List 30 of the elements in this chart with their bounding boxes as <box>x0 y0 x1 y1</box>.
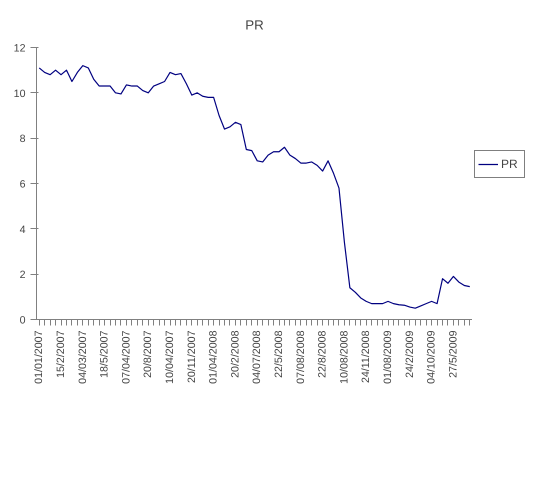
x-tick-label: 07/04/2007 <box>120 330 132 384</box>
y-tick-label: 2 <box>20 269 26 282</box>
chart-title: PR <box>245 18 264 32</box>
x-tick-label: 20/8/2007 <box>142 330 154 378</box>
legend-label: PR <box>501 157 519 171</box>
x-tick-label: 10/08/2008 <box>338 330 350 384</box>
y-tick-label: 8 <box>20 133 26 146</box>
x-tick-label: 24/2/2009 <box>404 330 416 378</box>
x-tick-label: 18/5/2007 <box>98 330 111 378</box>
line-series <box>38 65 470 309</box>
x-tick-label: 01/08/2009 <box>382 330 394 384</box>
y-tick-label: 10 <box>14 88 26 100</box>
x-tick-label: 15/2/2007 <box>55 330 68 378</box>
y-tick-label: 12 <box>14 42 26 54</box>
x-tick-label: 20/11/2007 <box>186 330 198 384</box>
x-tick-label: 22/5/2008 <box>273 330 286 378</box>
x-tick-label: 01/04/2008 <box>208 330 220 384</box>
x-tick-label: 04/03/2007 <box>76 330 89 384</box>
y-tick-label: 6 <box>20 178 26 190</box>
x-tick-label: 24/11/2008 <box>360 330 372 384</box>
x-tick-label: 04/10/2009 <box>426 330 438 384</box>
x-tick-label: 10/04/2007 <box>164 330 176 384</box>
x-tick-label: 07/08/2008 <box>294 330 307 384</box>
x-tick-label: 04/07/2008 <box>251 330 264 384</box>
y-tick-label: 0 <box>20 314 26 326</box>
y-tick-label: 4 <box>20 224 26 236</box>
x-tick-label: 27/5/2009 <box>447 330 460 378</box>
x-tick-label: 01/01/2007 <box>33 330 46 384</box>
x-tick-label: 20/2/2008 <box>229 330 242 378</box>
x-tick-label: 22/8/2008 <box>316 330 329 378</box>
